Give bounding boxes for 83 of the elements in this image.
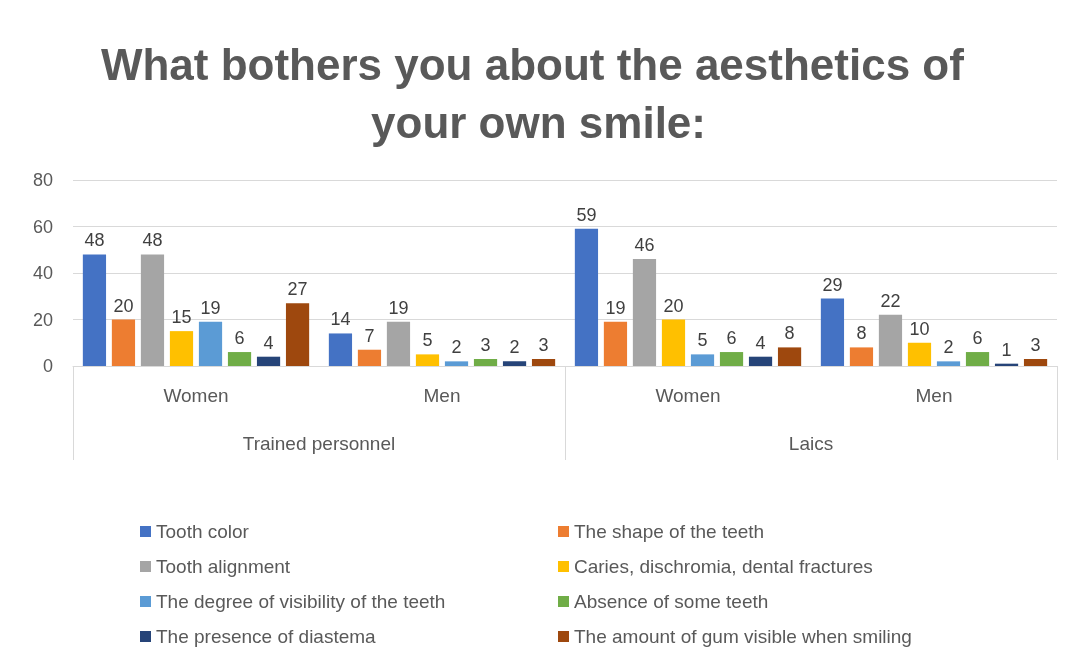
legend-label: The degree of visibility of the teeth: [156, 591, 446, 612]
data-label: 59: [576, 204, 597, 225]
bar: [719, 352, 744, 366]
bar: [531, 359, 556, 366]
bar: [198, 321, 223, 366]
bar: [632, 259, 657, 366]
data-label: 20: [113, 295, 134, 316]
data-label: 19: [605, 297, 626, 318]
legend-label: Tooth alignment: [156, 556, 291, 577]
bar: [357, 349, 382, 366]
y-tick-label: 80: [32, 170, 53, 190]
data-label: 1: [1001, 339, 1012, 360]
data-label: 3: [538, 335, 549, 356]
bar: [777, 347, 802, 366]
data-label: 6: [972, 328, 983, 349]
bar: [328, 333, 353, 366]
data-label: 22: [880, 290, 901, 311]
legend-label: The presence of diastema: [156, 626, 377, 647]
data-label: 19: [388, 297, 409, 318]
data-label: 5: [697, 330, 708, 351]
bar: [140, 254, 165, 366]
legend-label: Absence of some teeth: [574, 591, 769, 612]
bar: [111, 319, 136, 366]
text: Laics: [788, 433, 834, 454]
bar: [473, 359, 498, 366]
data-label: 7: [364, 325, 375, 346]
text: Trained personnel: [242, 433, 396, 454]
data-label: 19: [200, 297, 221, 318]
bar: [574, 228, 599, 366]
legend-label: Tooth color: [156, 521, 250, 542]
data-label: 8: [856, 323, 867, 344]
bar: [169, 331, 194, 366]
data-label: 4: [263, 332, 274, 353]
bar: [444, 361, 469, 366]
data-label: 48: [84, 230, 105, 251]
data-label: 27: [287, 279, 308, 300]
data-label: 3: [480, 335, 491, 356]
data-label: 2: [943, 337, 954, 358]
data-label: 8: [784, 323, 795, 344]
data-label: 10: [909, 318, 930, 339]
data-label: 14: [330, 309, 351, 330]
bar: [256, 356, 281, 366]
x-tick-label: Men: [423, 385, 461, 406]
data-label: 3: [1030, 335, 1041, 356]
bar: [415, 354, 440, 366]
bar: [936, 361, 961, 366]
legend-label: The amount of gum visible when smiling: [574, 626, 912, 647]
bar: [603, 321, 628, 366]
x-tick-label: Men: [915, 385, 953, 406]
legend-label: The shape of the teeth: [574, 521, 765, 542]
data-label: 2: [451, 337, 462, 358]
data-label: 4: [755, 332, 766, 353]
data-label: 2: [509, 337, 520, 358]
bar: [82, 254, 107, 366]
data-label: 5: [422, 330, 433, 351]
bar: [502, 361, 527, 366]
y-tick-label: 40: [32, 263, 53, 283]
data-label: 46: [634, 235, 655, 256]
bar: [661, 319, 686, 366]
bar: [386, 321, 411, 366]
y-tick-label: 60: [32, 216, 53, 237]
chart-title: What bothers you about the aesthetics of your own smile:: [100, 39, 977, 147]
y-tick-label: 20: [32, 309, 53, 330]
x-tick-label: Women: [163, 385, 229, 406]
bar: [907, 342, 932, 366]
data-label: 29: [822, 274, 843, 295]
data-label: 15: [171, 307, 192, 328]
bar: [965, 352, 990, 366]
bar: [227, 352, 252, 366]
bar: [285, 303, 310, 366]
data-label: 6: [726, 328, 737, 349]
bar: [748, 356, 773, 366]
x-tick-label: Women: [655, 385, 721, 406]
y-tick-label: 0: [42, 356, 53, 376]
bar: [849, 347, 874, 366]
data-label: 6: [234, 328, 245, 349]
legend-label: Caries, dischromia, dental fractures: [574, 556, 873, 577]
bar: [878, 314, 903, 366]
data-label: 48: [142, 230, 163, 251]
bar: [1023, 359, 1048, 366]
bar: [820, 298, 845, 366]
bar: [690, 354, 715, 366]
data-label: 20: [663, 295, 684, 316]
